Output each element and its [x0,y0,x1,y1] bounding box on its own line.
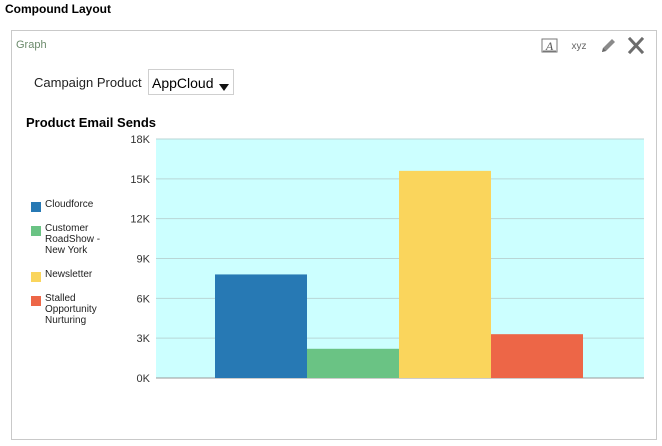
campaign-product-value: AppCloud [152,75,214,91]
legend-swatch [31,202,41,212]
y-tick-label: 3K [137,333,151,345]
campaign-product-select[interactable]: AppCloud [148,69,234,95]
y-tick-label: 15K [130,174,150,186]
close-icon[interactable] [626,37,646,55]
legend-swatch [31,226,41,236]
legend-label: Cloudforce [45,199,94,210]
bar-newsletter [399,170,491,378]
bar-chart: 0K 3K 6K 9K 12K 15K 18K [130,134,644,385]
legend-label: Stalled Opportunity Nurturing [45,293,97,326]
y-tick-label: 0K [137,373,151,385]
y-tick-label: 12K [130,214,150,226]
legend-label: Customer RoadShow - New York [45,223,101,256]
view-toolbar: A xyz [540,37,650,55]
bar-customer-roadshow-new-york [307,348,399,378]
svg-text:xyz: xyz [572,41,587,52]
legend-swatch [31,272,41,282]
graph-view-panel: Graph A xyz Campaign Product [11,30,657,440]
chart-title: Product Email Sends [26,115,157,130]
campaign-product-label: Campaign Product [34,75,142,90]
svg-text:A: A [545,39,554,53]
y-tick-label: 9K [137,254,151,266]
legend-swatch [31,296,41,306]
legend-label: Newsletter [45,269,93,280]
y-tick-label: 6K [137,293,151,305]
bar-cloudforce [215,274,307,378]
y-tick-label: 18K [130,134,150,146]
page-title: Compound Layout [5,2,111,16]
bar-stalled-opportunity-nurturing [491,334,583,378]
data-format-icon[interactable]: xyz [568,37,590,55]
panel-label: Graph [16,39,47,51]
edit-pencil-icon[interactable] [598,37,618,55]
chevron-down-icon [219,79,229,97]
format-text-icon[interactable]: A [540,37,560,55]
